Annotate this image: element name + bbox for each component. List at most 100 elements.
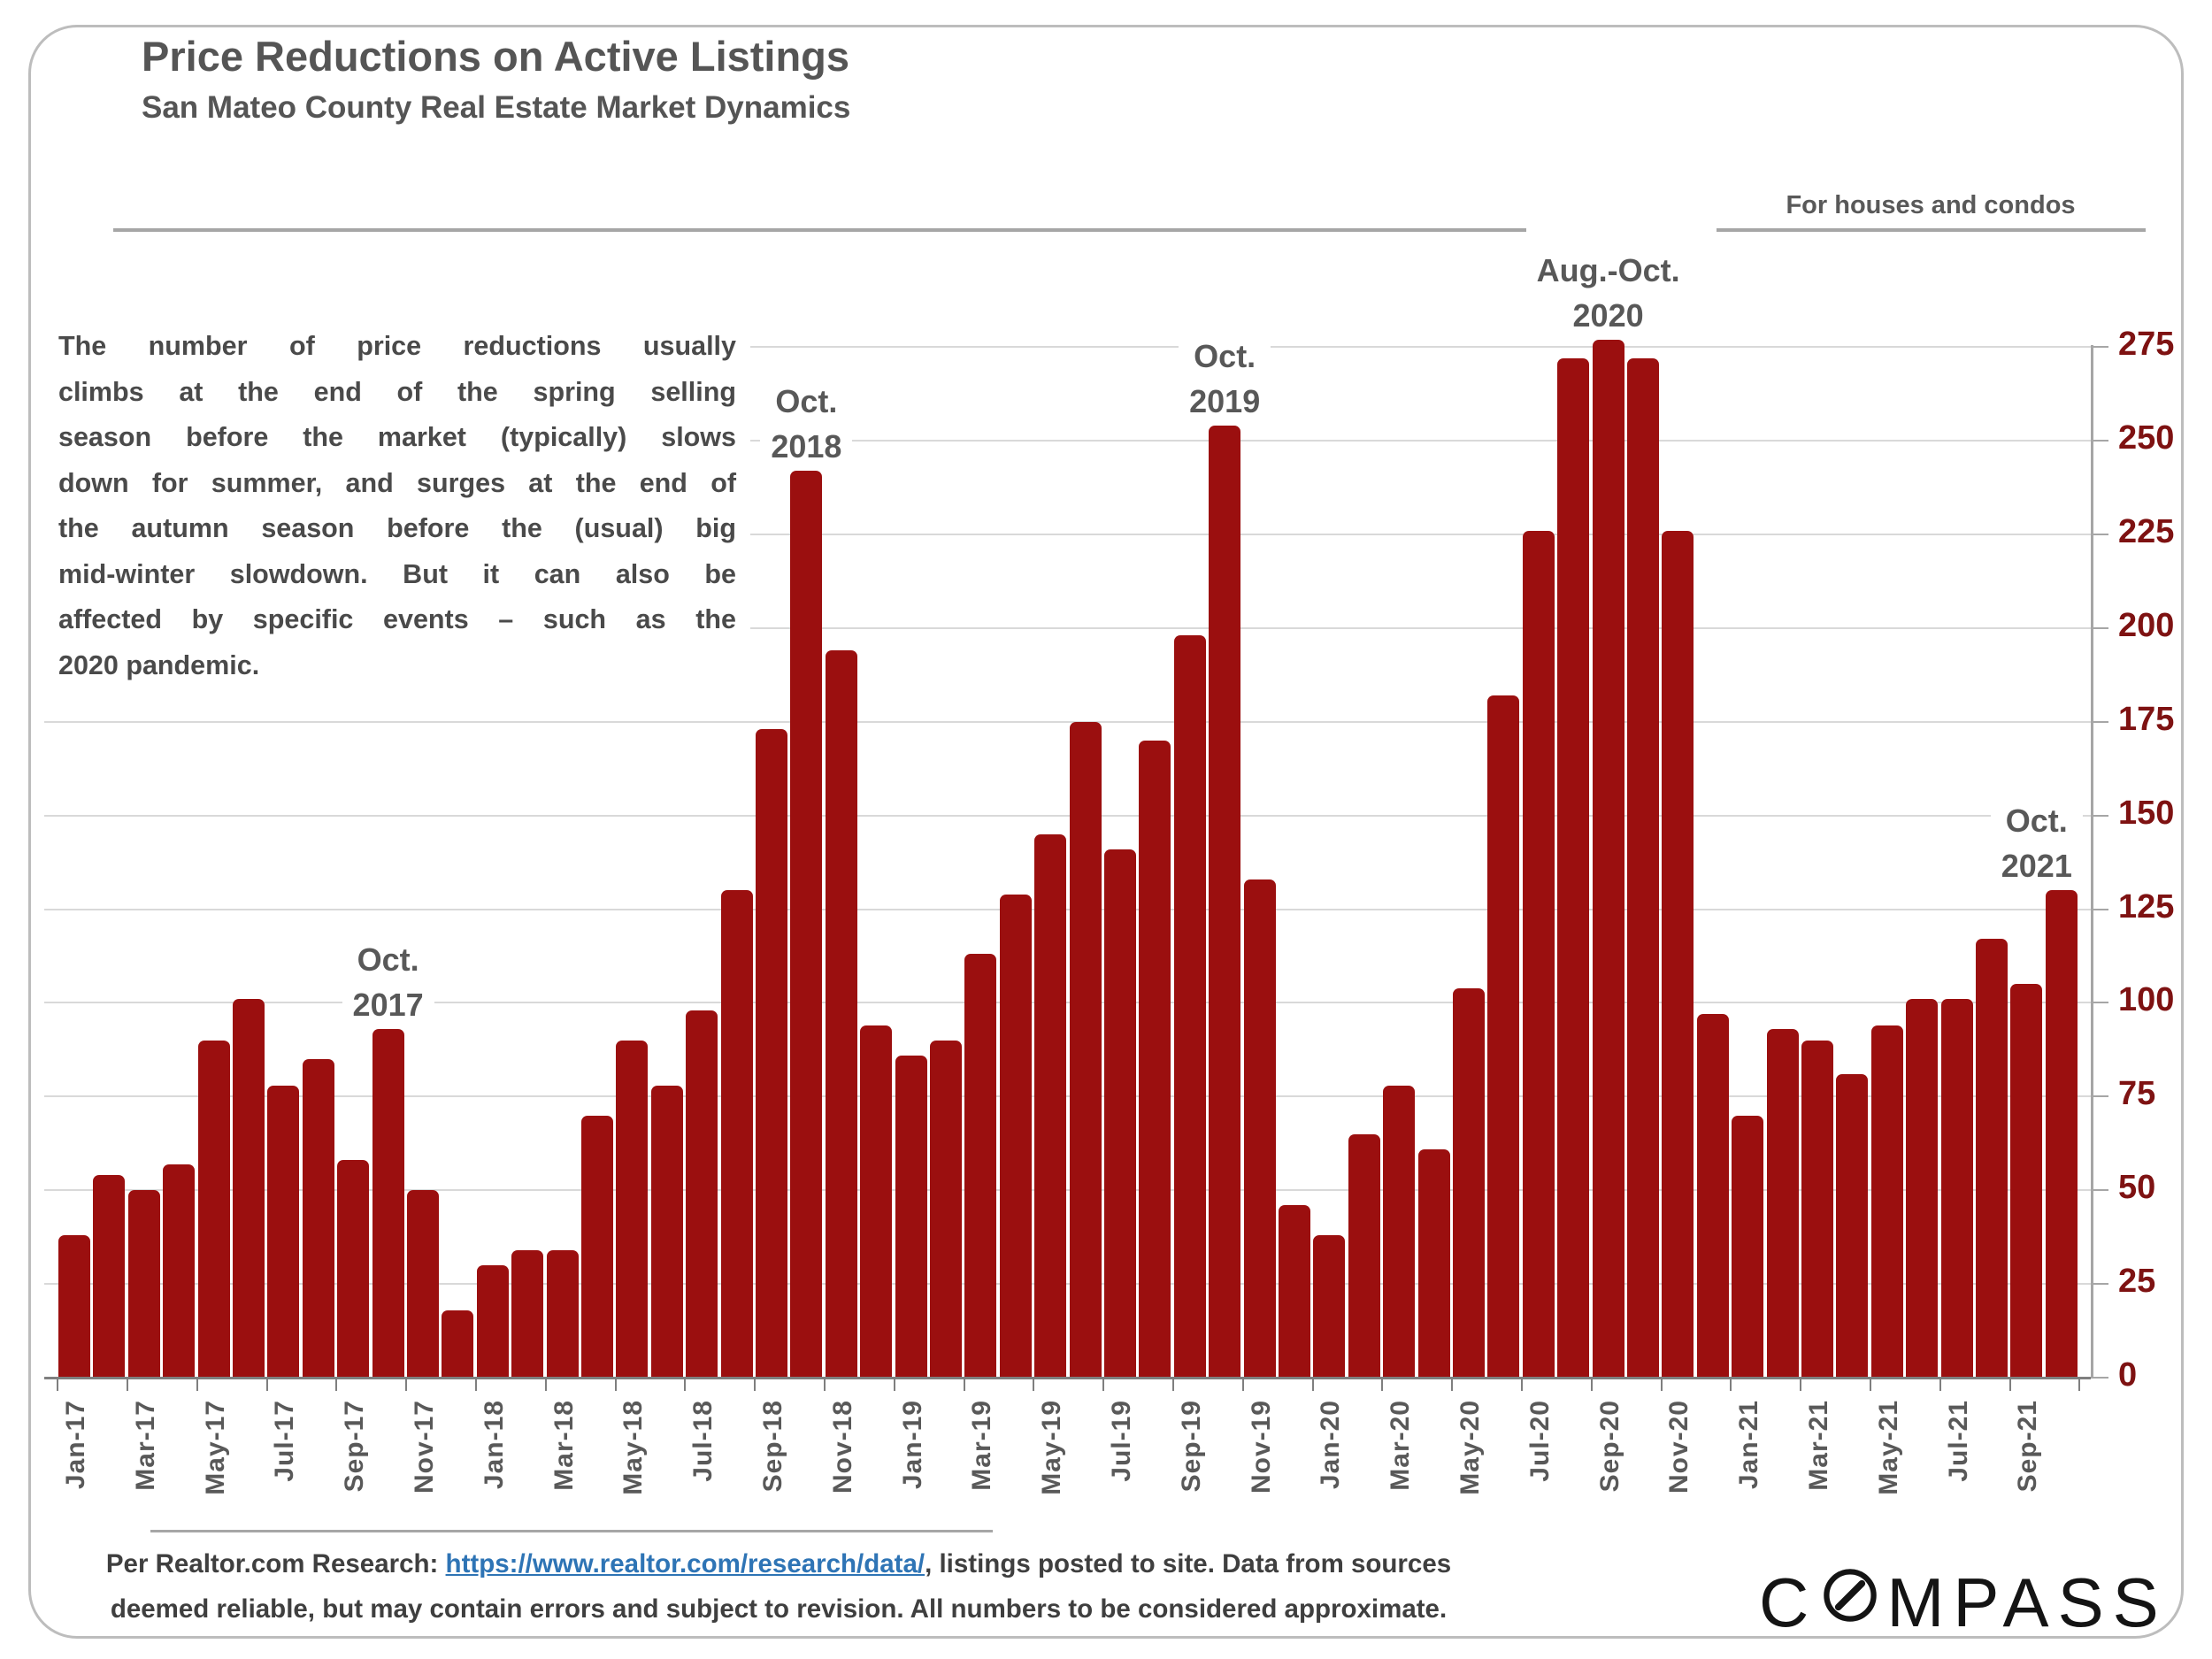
page-subtitle: San Mateo County Real Estate Market Dyna… [142,90,851,125]
bar-Mar-18 [546,1249,579,1378]
x-axis-tick [1521,1379,1523,1391]
x-axis-label-May-18: May-18 [618,1400,649,1495]
bar-Jan-19 [895,1055,927,1378]
x-axis-tick [1730,1379,1732,1391]
annotation-Oct.-2019: Oct. 2019 [1179,334,1271,425]
x-axis-tick [824,1379,826,1391]
x-axis-line [44,1377,2091,1379]
bar-Apr-20 [1417,1148,1450,1378]
bar-Jan-18 [476,1264,509,1378]
x-axis-tick [963,1379,965,1391]
realtor-research-link[interactable]: https://www.realtor.com/research/data/ [445,1549,926,1578]
x-axis-tick [1311,1379,1314,1391]
bar-May-21 [1870,1025,1903,1378]
bar-Dec-18 [860,1025,893,1378]
y-axis-label-250: 250 [2118,419,2175,457]
gridline-275 [44,346,2091,349]
bar-Jun-20 [1487,695,1520,1378]
x-axis-label-May-19: May-19 [1037,1400,1067,1495]
x-axis-label-Sep-19: Sep-19 [1176,1400,1206,1493]
x-axis-tick [1451,1379,1454,1391]
x-axis-label-May-17: May-17 [200,1400,230,1495]
y-axis-label-100: 100 [2118,981,2175,1019]
y-axis-line [2091,345,2093,1378]
y-axis-tick [2091,346,2108,349]
y-axis-label-175: 175 [2118,700,2175,738]
y-axis-tick [2091,720,2108,723]
x-axis-label-Mar-20: Mar-20 [1386,1400,1416,1491]
bar-Oct-18 [790,471,823,1378]
bar-Nov-19 [1243,879,1276,1378]
x-axis-label-Jul-20: Jul-20 [1525,1400,1555,1482]
annotation-Oct.-2017: Oct. 2017 [342,937,434,1028]
x-axis-label-Sep-20: Sep-20 [1594,1400,1624,1493]
bar-Sep-17 [337,1160,370,1378]
narrative-line: 2020 pandemic. [58,649,260,680]
y-axis-label-125: 125 [2118,887,2175,926]
narrative-line: season before the market (typically) slo… [58,422,736,452]
gridline-150 [44,814,2091,817]
bar-Aug-18 [720,890,753,1378]
x-axis-tick [1381,1379,1384,1391]
bar-Feb-17 [93,1175,126,1378]
bar-Mar-17 [127,1190,160,1378]
x-axis-label-Jan-18: Jan-18 [479,1400,509,1490]
y-axis-tick [2091,908,2108,910]
bar-Jan-20 [1313,1235,1346,1378]
bar-Jul-21 [1940,999,1973,1378]
gridline-175 [44,720,2091,723]
y-axis-label-225: 225 [2118,513,2175,550]
x-axis-label-Mar-17: Mar-17 [130,1400,160,1491]
y-axis-label-200: 200 [2118,606,2175,644]
compass-logo: C MPASS [1759,1563,2168,1643]
bar-Sep-21 [2010,984,2043,1378]
x-axis-label-Jul-21: Jul-21 [1943,1400,1973,1482]
x-axis-tick [1939,1379,1941,1391]
bar-Dec-19 [1279,1205,1310,1378]
gridline-225 [44,534,2091,535]
footer-text-prefix: Per Realtor.com Research: [105,1549,446,1578]
x-axis-label-Mar-18: Mar-18 [549,1400,579,1491]
x-axis-tick [1241,1379,1244,1391]
narrative-box: The number of price reductions usually cl… [42,315,750,690]
bar-Mar-19 [964,954,997,1378]
x-axis-tick [1590,1379,1593,1391]
bar-Jul-17 [267,1085,300,1378]
bar-Aug-20 [1557,357,1590,1378]
bar-Aug-19 [1139,740,1171,1378]
bar-Feb-19 [930,1040,962,1378]
bar-Feb-20 [1348,1133,1380,1378]
y-axis-label-75: 75 [2118,1075,2156,1113]
y-axis-tick [2091,534,2108,535]
bar-May-20 [1453,987,1485,1378]
y-axis-tick [2091,1002,2108,1004]
bar-Dec-20 [1696,1014,1729,1378]
x-axis-tick [1172,1379,1174,1391]
bar-Oct-20 [1627,357,1659,1378]
x-axis-tick [2008,1379,2011,1391]
y-axis-tick [2091,1377,2108,1379]
x-axis-label-Mar-19: Mar-19 [967,1400,997,1491]
bar-Dec-17 [442,1310,474,1378]
x-axis-label-Sep-17: Sep-17 [340,1400,370,1493]
x-axis-tick [335,1379,338,1391]
x-axis-tick [57,1379,59,1391]
x-axis-tick [754,1379,757,1391]
compass-logo-letter-c: C [1759,1563,1818,1641]
x-axis-label-Jan-19: Jan-19 [897,1400,927,1490]
bar-Feb-18 [511,1249,544,1378]
bar-Nov-18 [825,650,857,1378]
footer-text-suffix: , listings posted to site. Data from sou… [110,1549,1452,1624]
x-axis-label-Jul-17: Jul-17 [270,1400,300,1482]
x-axis-tick [1660,1379,1663,1391]
y-axis-tick [2091,1189,2108,1192]
bar-Mar-21 [1801,1040,1833,1378]
annotation-Oct.-2021: Oct. 2021 [1990,798,2083,889]
x-axis-label-May-21: May-21 [1873,1400,1903,1495]
title-divider [113,228,1526,232]
narrative-line: The number of price reductions usually [58,331,736,361]
x-axis-tick [475,1379,477,1391]
bar-Apr-21 [1836,1073,1869,1378]
bar-Jun-17 [233,999,265,1378]
